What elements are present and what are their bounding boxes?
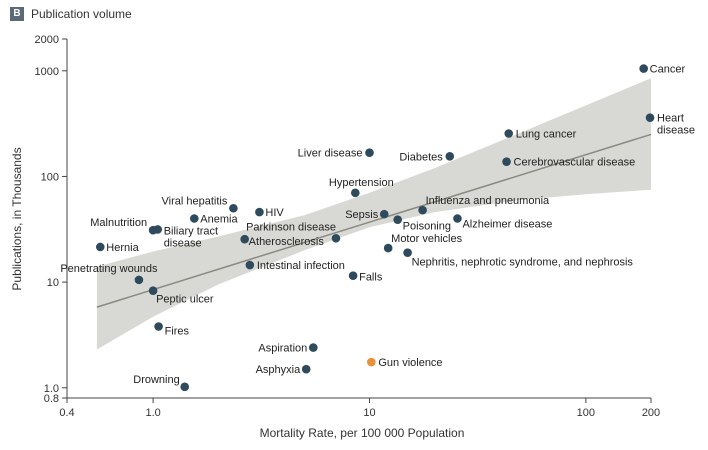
point-atherosclerosis bbox=[240, 234, 249, 244]
point-drowning bbox=[180, 382, 190, 392]
x-tick-label: 0.4 bbox=[59, 407, 74, 419]
point-label-hernia: Hernia bbox=[106, 242, 139, 254]
point-label-falls: Falls bbox=[359, 272, 383, 284]
point-label-heart-disease: Heart disease bbox=[657, 113, 695, 137]
fit-line bbox=[96, 133, 652, 308]
x-tick-label: 10 bbox=[363, 407, 375, 419]
point-label-nephritis-nephrotic-syndrome-and-nephrosis: Nephritis, nephrotic syndrome, and nephr… bbox=[412, 257, 634, 269]
point-intestinal-infection bbox=[245, 260, 255, 270]
point-nephritis-nephrotic-syndrome-and-nephrosis bbox=[403, 248, 412, 257]
y-tick-label: 100 bbox=[41, 171, 59, 183]
point-label-anemia: Anemia bbox=[200, 214, 238, 226]
point-label-lung-cancer: Lung cancer bbox=[516, 129, 577, 141]
point-asphyxia bbox=[301, 364, 311, 374]
point-biliary-tract-disease bbox=[153, 225, 162, 234]
point-hernia bbox=[95, 242, 105, 252]
y-tick-label: 2000 bbox=[35, 34, 59, 46]
point-diabetes bbox=[445, 152, 455, 161]
point-heart-disease bbox=[645, 113, 655, 122]
point-label-liver-disease: Liver disease bbox=[298, 148, 363, 160]
point-falls bbox=[348, 271, 358, 280]
point-label-fires: Fires bbox=[165, 326, 190, 338]
point-label-motor-vehicles: Motor vehicles bbox=[391, 233, 462, 245]
y-tick-label: 10 bbox=[47, 277, 59, 289]
point-label-viral-hepatitis: Viral hepatitis bbox=[162, 195, 228, 207]
point-cerebrovascular-disease bbox=[502, 157, 511, 166]
panel-badge: B bbox=[10, 7, 24, 21]
point-label-peptic-ulcer: Peptic ulcer bbox=[156, 294, 214, 306]
point-alzheimer-disease bbox=[453, 214, 462, 223]
point-liver-disease bbox=[365, 148, 374, 157]
x-tick-label: 1.0 bbox=[145, 407, 160, 419]
point-labels-layer: Cancer Heart disease Lung cancer Cerebrovasc… bbox=[60, 64, 695, 386]
panel-header: B Publication volume bbox=[10, 6, 132, 22]
point-label-aspiration: Aspiration bbox=[258, 343, 307, 355]
point-label-gun-violence: Gun violence bbox=[378, 357, 442, 369]
point-parkinson-disease bbox=[331, 233, 341, 243]
point-label-poisoning: Poisoning bbox=[403, 221, 451, 233]
points-layer bbox=[95, 64, 655, 392]
x-tick-label: 200 bbox=[642, 407, 660, 419]
panel-title: Publication volume bbox=[31, 7, 132, 21]
point-peptic-ulcer bbox=[148, 286, 158, 295]
point-label-sepsis: Sepsis bbox=[345, 209, 379, 221]
point-label-cerebrovascular-disease: Cerebrovascular disease bbox=[514, 157, 636, 169]
confidence-band bbox=[96, 78, 651, 350]
point-label-asphyxia: Asphyxia bbox=[256, 364, 302, 376]
point-fires bbox=[154, 322, 163, 331]
point-lung-cancer bbox=[504, 129, 514, 138]
point-poisoning bbox=[393, 215, 402, 224]
x-axis-title: Mortality Rate, per 100 000 Population bbox=[260, 426, 465, 440]
point-aspiration bbox=[309, 343, 318, 352]
confidence-band-layer bbox=[96, 78, 651, 350]
point-gun-violence bbox=[367, 357, 376, 367]
point-hypertension bbox=[351, 188, 360, 198]
y-tick-label: 1000 bbox=[35, 66, 59, 78]
point-penetrating-wounds bbox=[134, 275, 144, 285]
point-label-cancer: Cancer bbox=[650, 64, 686, 76]
y-tick-label: 0.8 bbox=[44, 393, 59, 405]
point-hiv bbox=[255, 207, 264, 217]
point-viral-hepatitis bbox=[229, 203, 238, 213]
point-motor-vehicles bbox=[383, 243, 393, 253]
x-tick-label: 100 bbox=[577, 407, 595, 419]
y-axis-title: Publications, in Thousands bbox=[10, 147, 24, 290]
point-label-alzheimer-disease: Alzheimer disease bbox=[462, 219, 552, 231]
point-label-drowning: Drowning bbox=[133, 374, 179, 386]
point-sepsis bbox=[379, 209, 389, 219]
point-influenza-and-pneumonia bbox=[418, 205, 427, 215]
point-label-malnutrition: Malnutrition bbox=[90, 217, 147, 229]
point-label-penetrating-wounds: Penetrating wounds bbox=[60, 263, 158, 275]
point-label-influenza-and-pneumonia: Influenza and pneumonia bbox=[426, 195, 550, 207]
point-label-diabetes: Diabetes bbox=[399, 151, 443, 163]
point-label-biliary-tract-disease: Biliary tract disease bbox=[164, 225, 218, 249]
point-label-atherosclerosis: Atherosclerosis bbox=[249, 236, 325, 248]
point-label-hiv: HIV bbox=[265, 207, 284, 219]
point-cancer bbox=[639, 64, 648, 73]
fit-line-layer bbox=[96, 133, 652, 308]
point-label-hypertension: Hypertension bbox=[329, 177, 394, 189]
y-tick-label: 1.0 bbox=[44, 383, 59, 395]
point-label-intestinal-infection: Intestinal infection bbox=[257, 260, 345, 272]
point-anemia bbox=[189, 214, 199, 223]
point-label-parkinson-disease: Parkinson disease bbox=[246, 221, 336, 233]
